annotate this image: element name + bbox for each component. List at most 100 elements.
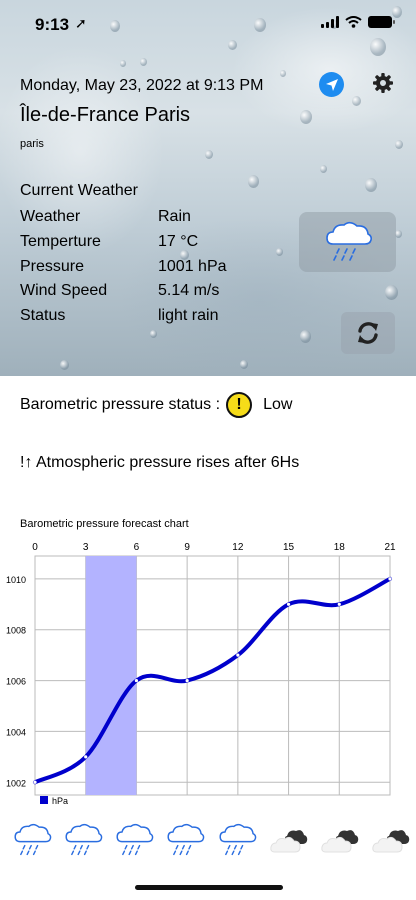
x-tick-label: 3 [83,542,89,553]
y-tick-label: 1002 [6,778,26,788]
forecast-broken-clouds-icon [269,822,309,868]
rain-drop [370,38,386,56]
rain-drop [180,250,189,260]
x-tick-label: 9 [184,542,190,553]
rain-drop [60,360,69,370]
temperature-row: Temperture 17 °C [20,233,260,255]
x-tick-label: 12 [232,542,244,553]
current-date: Monday, May 23, 2022 at 9:13 PM [20,77,264,94]
y-axis-ticks: 1002 1004 1006 1008 1010 [6,575,26,788]
pressure-data-point [337,602,341,606]
current-weather-title: Current Weather [20,182,138,199]
rain-drop [352,96,361,106]
rain-drop [276,248,283,256]
forecast-broken-clouds-icon [320,822,360,868]
status-icons [321,16,395,28]
pressure-forecast-chart: 0 3 6 9 12 15 18 21 1002 1004 1006 1008 1010 hPa [6,542,396,806]
current-weather-icon-card [299,212,396,272]
pressure-data-point [185,678,189,683]
location-arrow-icon [325,78,338,91]
rain-drop [385,285,398,300]
barometric-status-level: Low [263,396,293,413]
refresh-icon [358,322,378,344]
battery-icon [368,16,395,28]
forecast-broken-clouds-icon [371,822,411,868]
signal-icon [321,16,339,28]
rain-drop [330,20,338,29]
forecast-rain-cloud-icon [63,818,103,864]
weather-value: Rain [158,208,191,225]
legend-swatch [40,796,48,804]
status-label: Status [20,307,66,324]
temperature-value: 17 °C [158,233,199,250]
status-time: 9:13 [35,15,70,34]
rain-drop [248,175,259,188]
pressure-data-point [286,602,291,606]
x-axis-ticks: 0 3 6 9 12 15 18 21 [32,542,396,553]
temperature-label: Temperture [20,233,101,250]
forecast-rain-cloud-icon [165,818,205,864]
rain-drop [300,330,311,343]
x-tick-label: 15 [283,542,295,553]
location-services-icon: ➚ [75,15,87,31]
city-search-term: paris [20,138,44,150]
pressure-value: 1001 hPa [158,258,227,275]
pressure-series-line [33,576,392,785]
rain-drop [228,40,237,50]
wind-speed-row: Wind Speed 5.14 m/s [20,282,260,304]
rain-drop [120,60,126,67]
rain-drop [395,140,403,149]
current-location-button[interactable] [319,72,344,97]
pressure-trend-text: !↑ Atmospheric pressure rises after 6Hs [20,454,300,471]
status-value: light rain [158,307,219,324]
forecast-rain-cloud-icon [12,818,52,864]
chart-title: Barometric pressure forecast chart [20,518,189,530]
x-tick-label: 21 [384,542,396,553]
home-indicator[interactable] [135,885,283,890]
y-tick-label: 1006 [6,677,26,687]
forecast-rain-cloud-icon [114,818,154,864]
pressure-data-point [388,577,392,581]
barometric-status: Barometric pressure status : ! Low [20,388,292,422]
rain-drop [254,18,266,32]
rain-drop [205,150,213,159]
weather-label: Weather [20,208,81,225]
x-tick-label: 18 [334,542,346,553]
pressure-data-point [236,653,240,657]
forecast-rain-cloud-icon [217,818,257,864]
pressure-label: Pressure [20,258,85,275]
x-tick-label: 6 [134,542,140,553]
rain-drop [320,165,327,173]
wifi-icon [345,16,362,28]
rain-drop [150,330,157,338]
weather-row: Weather Rain [20,208,260,230]
y-tick-label: 1008 [6,626,26,636]
wind-speed-label: Wind Speed [20,282,108,299]
rain-drop [140,58,147,66]
legend-label: hPa [52,796,68,806]
status-row: Status light rain [20,307,260,329]
rain-drop [280,70,286,77]
forecast-highlight-band [85,556,137,795]
pressure-series-points [33,577,392,784]
y-tick-label: 1004 [6,727,26,737]
wind-speed-value: 5.14 m/s [158,282,220,299]
x-tick-label: 0 [32,542,38,553]
pressure-row: Pressure 1001 hPa [20,258,260,280]
pressure-data-point [33,780,37,784]
pressure-data-point [134,678,139,683]
status-bar: 9:13 ➚ [0,0,416,46]
warning-icon: ! [226,392,253,418]
barometric-status-label: Barometric pressure status : [20,396,221,413]
y-tick-label: 1010 [6,575,26,585]
hourly-forecast-strip [0,818,416,866]
rain-drop [110,20,120,32]
settings-button[interactable] [371,71,395,95]
rain-cloud-icon [325,221,372,261]
rain-drop [395,230,402,238]
city-name: Île-de-France Paris [20,104,191,126]
rain-drop [240,360,248,369]
refresh-button[interactable] [341,312,395,354]
weather-hero: 9:13 ➚ Monday, May 23, 2022 at 9:13 PM Î… [0,0,416,376]
rain-drop [392,6,402,18]
